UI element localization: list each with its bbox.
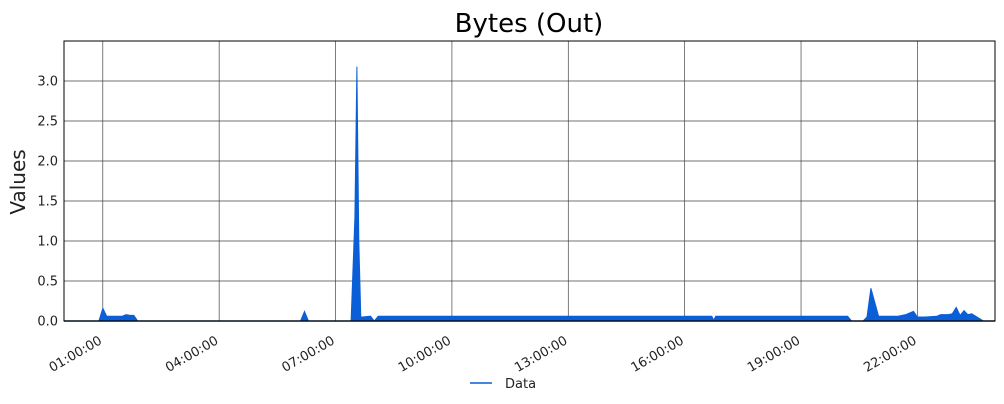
y-axis-label: Values [6,149,30,214]
y-tick-label: 0.5 [37,275,58,290]
y-tick-label: 2.5 [37,115,58,130]
grid-lines [64,41,995,321]
x-tick-label: 16:00:00 [629,333,687,375]
x-tick-label: 07:00:00 [279,333,337,375]
plot-frame [63,40,996,322]
y-tick-label: 0.0 [37,315,58,330]
y-tick-label: 1.0 [37,235,58,250]
legend: Data [470,377,536,392]
y-axis-ticks: 0.0 0.5 1.0 1.5 2.0 2.5 3.0 [37,75,58,330]
x-tick-label: 01:00:00 [47,333,105,375]
legend-label: Data [505,377,536,392]
x-tick-label: 04:00:00 [163,333,221,375]
y-tick-label: 3.0 [37,75,58,90]
x-tick-label: 10:00:00 [396,333,454,375]
x-tick-label: 13:00:00 [512,333,570,375]
x-tick-label: 19:00:00 [745,333,803,375]
chart-title: Bytes (Out) [455,9,604,39]
y-tick-label: 1.5 [37,195,58,210]
x-tick-label: 22:00:00 [861,333,919,375]
data-area [64,66,995,322]
x-axis-ticks: 01:00:00 04:00:00 07:00:00 10:00:00 13:00:00… [47,333,920,375]
y-tick-label: 2.0 [37,155,58,170]
data-area-layer [64,66,995,322]
